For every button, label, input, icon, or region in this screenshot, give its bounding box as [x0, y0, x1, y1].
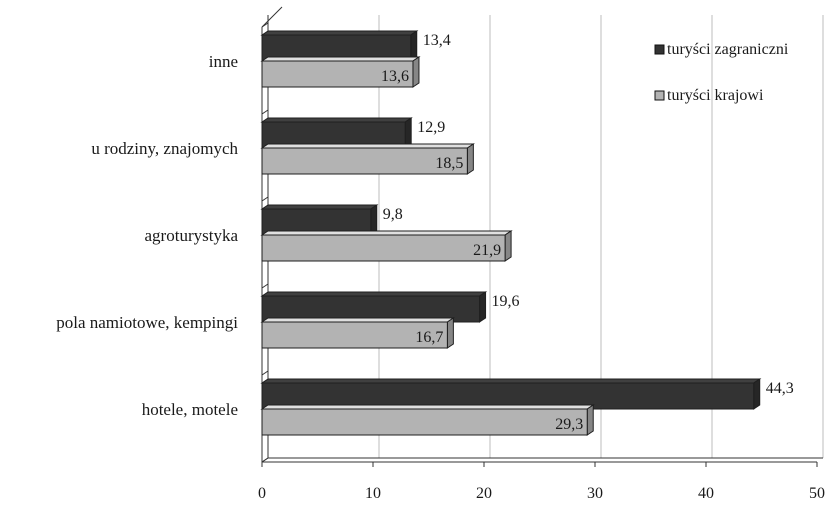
category-labels: hotele, motele pola namiotowe, kempingi ag… — [56, 52, 238, 419]
category-separator — [261, 283, 269, 289]
x-tick-label: 0 — [258, 485, 266, 502]
bar-front-face — [261, 60, 414, 88]
bar-side-face — [479, 291, 487, 323]
category-separator — [261, 196, 269, 202]
bars — [260, 30, 762, 436]
bar-side-face — [446, 317, 454, 349]
bar-top-face — [260, 230, 513, 236]
bar-front-face — [261, 408, 588, 436]
bar-side-face — [412, 56, 420, 88]
x-tick-label: 20 — [476, 485, 492, 502]
bar-top-face — [260, 378, 762, 384]
data-label: 18,5 — [435, 155, 463, 172]
data-label: 29,3 — [555, 416, 583, 433]
bar-side-face — [586, 404, 594, 436]
bar-side-face — [504, 230, 512, 262]
x-tick-label: 30 — [587, 485, 603, 502]
bar-front-face — [261, 321, 448, 349]
data-label: 44,3 — [766, 380, 794, 397]
x-tick-label: 40 — [698, 485, 714, 502]
floor-edge — [261, 457, 269, 463]
bar-top-face — [260, 143, 476, 149]
bar-top-face — [260, 204, 379, 210]
data-label: 16,7 — [415, 329, 443, 346]
bar-top-face — [260, 291, 488, 297]
category-label: u rodziny, znajomych — [91, 139, 238, 158]
bar-front-face — [261, 234, 506, 262]
bar-top-face — [260, 30, 419, 36]
legend-swatch-domestic — [654, 90, 665, 101]
category-label: inne — [209, 52, 238, 71]
data-label: 13,6 — [381, 68, 409, 85]
bar-domestic — [260, 230, 513, 262]
legend-label-foreign: turyści zagraniczni — [667, 41, 789, 58]
legend: turyści zagraniczni turyści krajowi — [654, 41, 789, 104]
bar-top-face — [260, 317, 456, 323]
bar-domestic — [260, 56, 421, 88]
bar-side-face — [753, 378, 761, 410]
data-label: 12,9 — [417, 119, 445, 136]
category-label: pola namiotowe, kempingi — [56, 313, 238, 332]
bar-front-face — [261, 147, 468, 175]
category-separator — [261, 109, 269, 115]
data-label: 19,6 — [492, 293, 520, 310]
data-label: 21,9 — [473, 242, 501, 259]
x-tick-label: 10 — [365, 485, 381, 502]
bar-top-face — [260, 117, 413, 123]
category-label: hotele, motele — [142, 400, 238, 419]
bar-domestic — [260, 143, 476, 175]
x-tick-labels: 0 10 20 30 40 50 — [258, 485, 825, 502]
data-label: 9,8 — [383, 206, 403, 223]
category-separator — [261, 370, 269, 376]
bar-side-face — [466, 143, 474, 175]
data-labels: 44,3 29,3 19,6 16,7 9,8 21,9 12,9 18,5 13,4 13,6 — [381, 32, 794, 433]
bar-top-face — [260, 56, 421, 62]
category-label: agroturystyka — [145, 226, 239, 245]
data-label: 13,4 — [423, 32, 451, 49]
legend-label-domestic: turyści krajowi — [667, 87, 764, 104]
bar-top-face — [260, 404, 595, 410]
x-tick-label: 50 — [809, 485, 825, 502]
wall-top-edge — [261, 6, 283, 28]
legend-swatch-foreign — [654, 44, 665, 55]
bar-domestic — [260, 317, 456, 349]
bar-domestic — [260, 404, 595, 436]
